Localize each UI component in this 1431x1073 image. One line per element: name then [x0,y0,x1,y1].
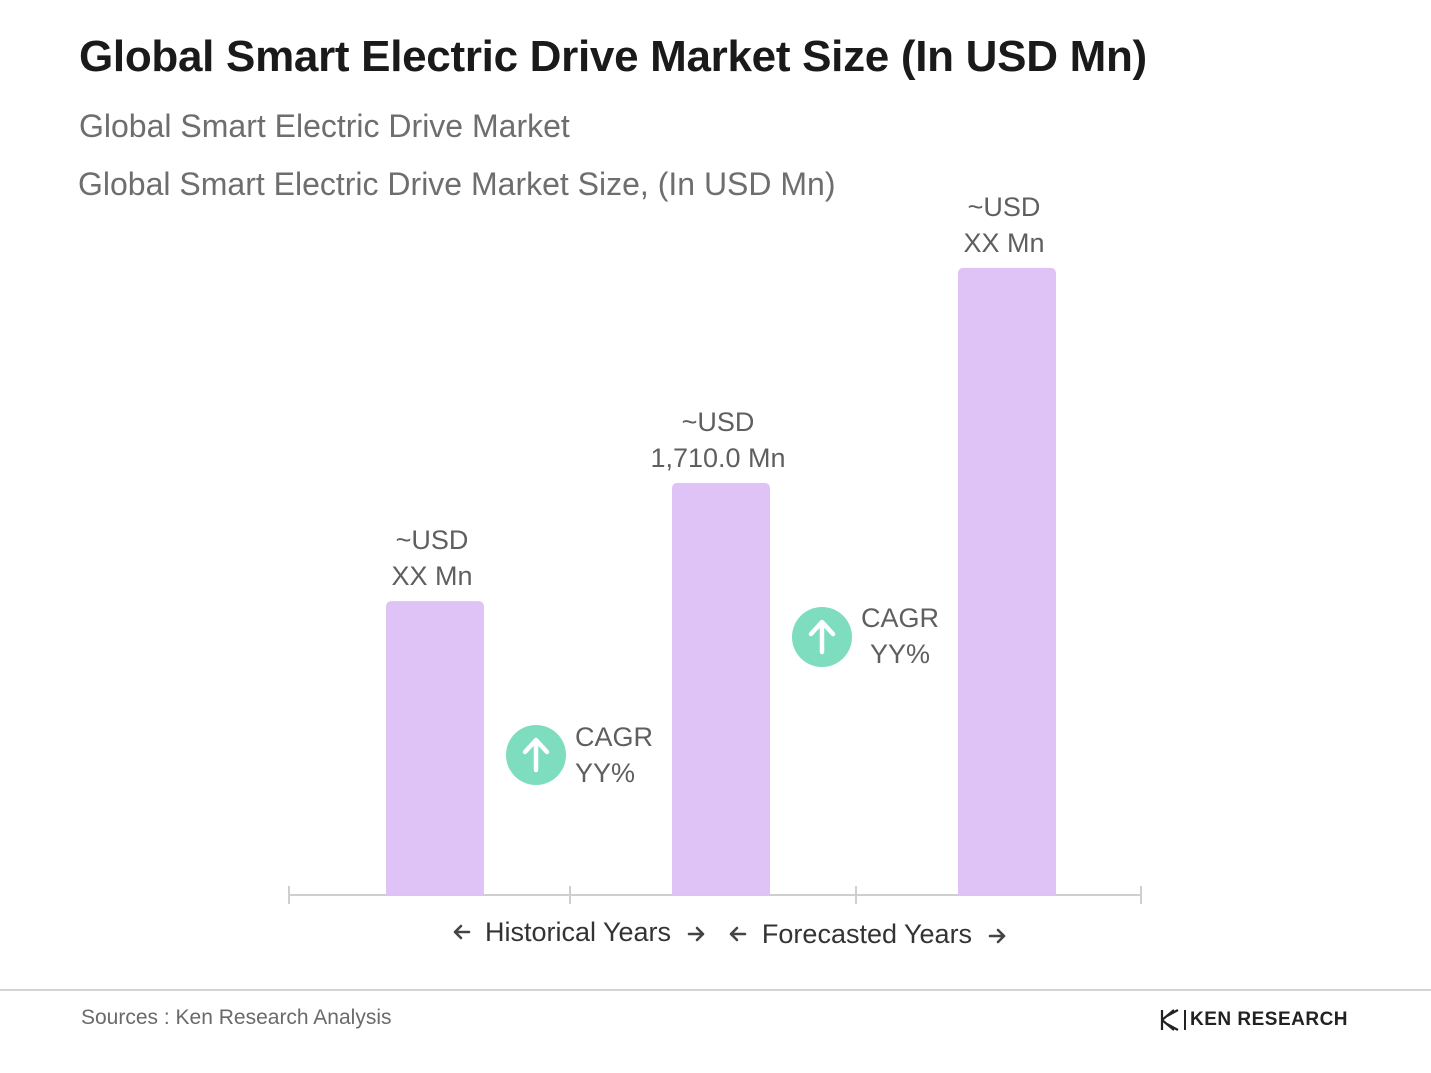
bar-value-label-2-0: ~USD [968,192,1041,222]
period-label-1: Forecasted Years [762,919,972,949]
period-label-0: Historical Years [485,917,671,947]
footer-divider [0,989,1431,991]
chart-title: Global Smart Electric Drive Market Size … [79,32,1147,81]
cagr-label-1: CAGR [861,603,939,633]
cagr-badges: CAGR YY% CAGR YY% [506,603,939,788]
arrow-up-icon [808,619,836,655]
value-labels: ~USD XX Mn ~USD 1,710.0 Mn ~USD XX Mn [391,192,1044,591]
bar-0 [386,601,484,895]
logo-separator [1184,1010,1186,1030]
bar-2 [958,267,1056,896]
bar-1 [672,482,770,895]
arrow-left-icon [729,926,747,942]
bar-value-label-0-0: ~USD [396,525,469,555]
arrow-up-icon [522,737,550,773]
chart-subtitle: Global Smart Electric Drive Market [79,108,570,144]
arrow-right-icon [988,928,1006,944]
period-1: Forecasted Years [729,919,1006,949]
bar-value-label-0-1: XX Mn [391,561,472,591]
cagr-badge-1: CAGR YY% [792,603,939,669]
logo-text: KEN RESEARCH [1190,1009,1349,1030]
bar-value-label-1-1: 1,710.0 Mn [650,443,785,473]
bar-value-label-1-0: ~USD [682,407,755,437]
bar-value-label-2-1: XX Mn [963,228,1044,258]
cagr-badge-0: CAGR YY% [506,722,653,788]
cagr-value-1: YY% [870,639,930,669]
ken-research-logo-icon [1160,1009,1179,1031]
ken-research-logo: KEN RESEARCH [1160,1008,1348,1032]
cagr-label-0: CAGR [575,722,653,752]
period-0: Historical Years [453,917,705,947]
cagr-value-0: YY% [575,758,635,788]
chart-subtitle-2: Global Smart Electric Drive Market Size,… [78,166,836,202]
arrow-left-icon [453,924,471,940]
bars [386,267,1056,896]
period-labels: Historical Years Forecasted Years [453,917,1006,949]
arrow-right-icon [687,926,705,942]
sources-text: Sources : Ken Research Analysis [81,1006,392,1029]
